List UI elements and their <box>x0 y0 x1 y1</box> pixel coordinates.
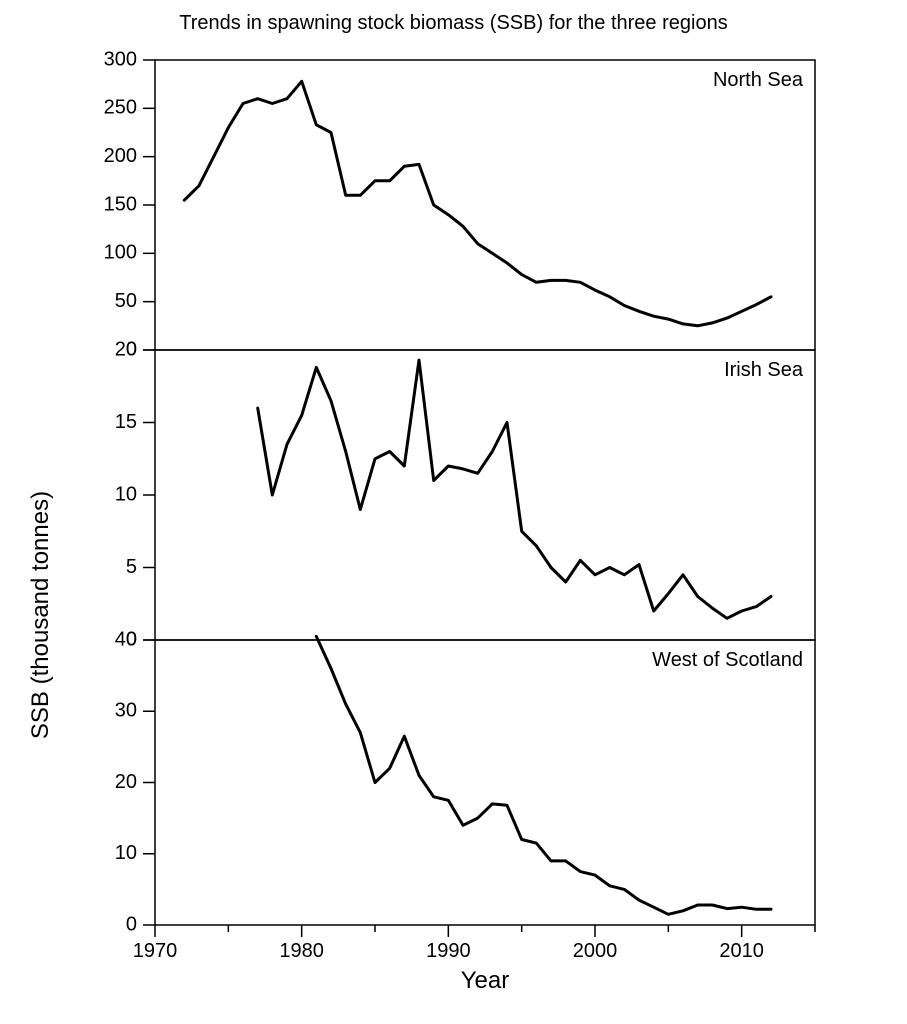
y-tick-label: 300 <box>104 48 137 70</box>
y-tick-label: 10 <box>115 842 137 864</box>
panel-frame <box>155 60 815 350</box>
x-tick-label: 2010 <box>719 940 764 962</box>
data-line <box>258 360 771 618</box>
chart-container: Trends in spawning stock biomass (SSB) f… <box>0 0 907 1024</box>
y-axis-label: SSB (thousand tonnes) <box>27 491 54 739</box>
y-tick-label: 10 <box>115 483 137 505</box>
y-tick-label: 15 <box>115 411 137 433</box>
panel-frame <box>155 640 815 925</box>
y-tick-label: 5 <box>126 556 137 578</box>
x-axis-label: Year <box>461 967 510 994</box>
y-tick-label: 20 <box>115 338 137 360</box>
data-line <box>316 636 771 914</box>
x-tick-label: 1970 <box>133 940 178 962</box>
panel-label: Irish Sea <box>724 359 804 381</box>
chart-svg: 050100150200250300North Sea05101520Irish… <box>0 0 907 1024</box>
x-tick-label: 1980 <box>279 940 324 962</box>
data-line <box>184 81 771 325</box>
y-tick-label: 150 <box>104 193 137 215</box>
y-tick-label: 40 <box>115 628 137 650</box>
panel-label: West of Scotland <box>652 649 803 671</box>
y-tick-label: 20 <box>115 771 137 793</box>
y-tick-label: 0 <box>126 913 137 935</box>
panel-label: North Sea <box>713 69 804 91</box>
y-tick-label: 250 <box>104 97 137 119</box>
y-tick-label: 30 <box>115 700 137 722</box>
y-tick-label: 100 <box>104 242 137 264</box>
x-tick-label: 1990 <box>426 940 471 962</box>
x-tick-label: 2000 <box>573 940 618 962</box>
y-tick-label: 200 <box>104 145 137 167</box>
panel-frame <box>155 350 815 640</box>
y-tick-label: 50 <box>115 290 137 312</box>
